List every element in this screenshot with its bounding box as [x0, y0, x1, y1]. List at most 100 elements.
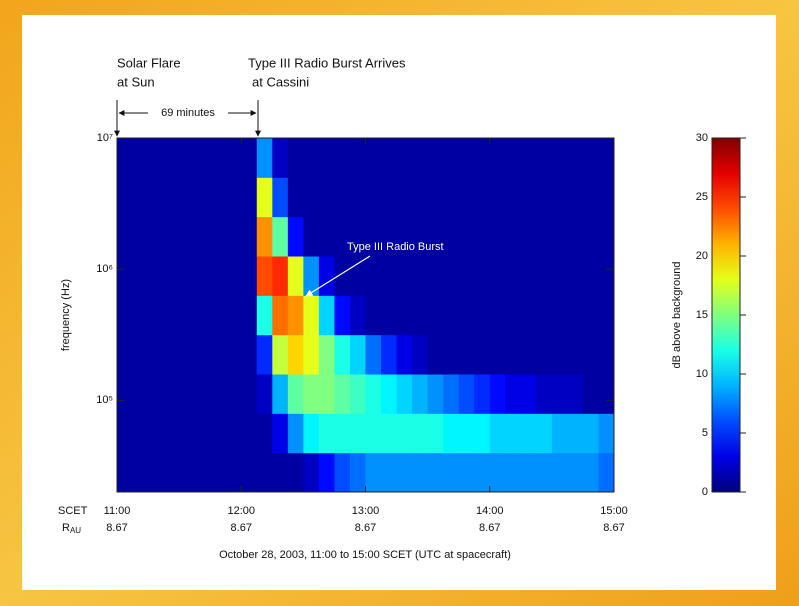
cell — [365, 256, 382, 296]
cell — [381, 374, 398, 414]
cell — [489, 256, 506, 296]
cell — [551, 374, 568, 414]
cell — [303, 413, 320, 454]
cell — [427, 177, 444, 218]
cell — [520, 334, 537, 375]
cell — [443, 374, 460, 414]
cell — [520, 216, 537, 257]
cell — [412, 334, 429, 375]
cell — [365, 452, 382, 493]
cell — [412, 138, 429, 178]
cell — [505, 295, 522, 336]
cell — [598, 295, 615, 336]
cell — [381, 216, 398, 257]
cell — [194, 374, 211, 414]
cell — [272, 138, 289, 178]
cell — [256, 177, 273, 218]
cell — [551, 452, 568, 493]
cell — [272, 177, 289, 218]
cell — [272, 413, 289, 454]
cell — [412, 177, 429, 218]
cell — [194, 334, 211, 375]
r-row-label: RAU — [62, 522, 81, 535]
cell — [551, 413, 568, 454]
cell — [303, 452, 320, 493]
cell — [489, 295, 506, 336]
interval-label: 69 minutes — [161, 107, 215, 119]
cell — [536, 177, 553, 218]
cell — [427, 374, 444, 414]
cell — [318, 177, 335, 218]
x-axis-label: October 28, 2003, 11:00 to 15:00 SCET (U… — [219, 549, 511, 561]
cell — [396, 138, 413, 178]
cell — [582, 177, 599, 218]
cell — [210, 452, 227, 493]
x-tick-label: 12:00 — [227, 505, 255, 517]
cell — [567, 216, 584, 257]
r-value: 8.67 — [479, 522, 500, 534]
cell — [551, 334, 568, 375]
cell — [287, 334, 304, 375]
cell — [582, 334, 599, 375]
cell — [443, 256, 460, 296]
cell — [225, 177, 242, 218]
cell — [132, 295, 149, 336]
cell — [582, 374, 599, 414]
cell — [148, 413, 165, 454]
cell — [489, 413, 506, 454]
cell — [381, 334, 398, 375]
cell — [210, 216, 227, 257]
cell — [598, 216, 615, 257]
cell — [443, 452, 460, 493]
cell — [334, 216, 351, 257]
cell — [303, 334, 320, 375]
annotation: at Cassini — [252, 74, 309, 89]
cell — [582, 295, 599, 336]
cell — [474, 216, 491, 257]
cell — [179, 138, 196, 178]
cell — [551, 256, 568, 296]
cell — [489, 177, 506, 218]
cell — [567, 177, 584, 218]
cell — [287, 413, 304, 454]
burst-label: Type III Radio Burst — [347, 241, 444, 253]
spectrogram — [117, 138, 615, 493]
cell — [132, 452, 149, 493]
cell — [163, 295, 180, 336]
cell — [241, 452, 258, 493]
colorbar-tick-label: 20 — [696, 250, 708, 262]
cell — [598, 138, 615, 178]
cell — [241, 216, 258, 257]
cell — [287, 138, 304, 178]
cell — [225, 256, 242, 296]
cell — [287, 256, 304, 296]
cell — [567, 374, 584, 414]
cell — [256, 413, 273, 454]
cell — [582, 138, 599, 178]
cell — [365, 413, 382, 454]
cell — [396, 295, 413, 336]
cell — [334, 256, 351, 296]
cell — [318, 256, 335, 296]
cell — [210, 256, 227, 296]
cell — [536, 295, 553, 336]
cell — [598, 374, 615, 414]
cell — [443, 334, 460, 375]
colorbar-tick-label: 15 — [696, 309, 708, 321]
x-tick-label: 15:00 — [600, 505, 628, 517]
cell — [474, 413, 491, 454]
cell — [256, 295, 273, 336]
cell — [349, 452, 366, 493]
cell — [241, 256, 258, 296]
cell — [505, 334, 522, 375]
cell — [272, 256, 289, 296]
cell — [163, 413, 180, 454]
cell — [489, 452, 506, 493]
cell — [567, 256, 584, 296]
cell — [272, 452, 289, 493]
cell — [412, 256, 429, 296]
cell — [241, 413, 258, 454]
colorbar-tick-label: 10 — [696, 368, 708, 380]
cell — [567, 334, 584, 375]
cell — [179, 374, 196, 414]
